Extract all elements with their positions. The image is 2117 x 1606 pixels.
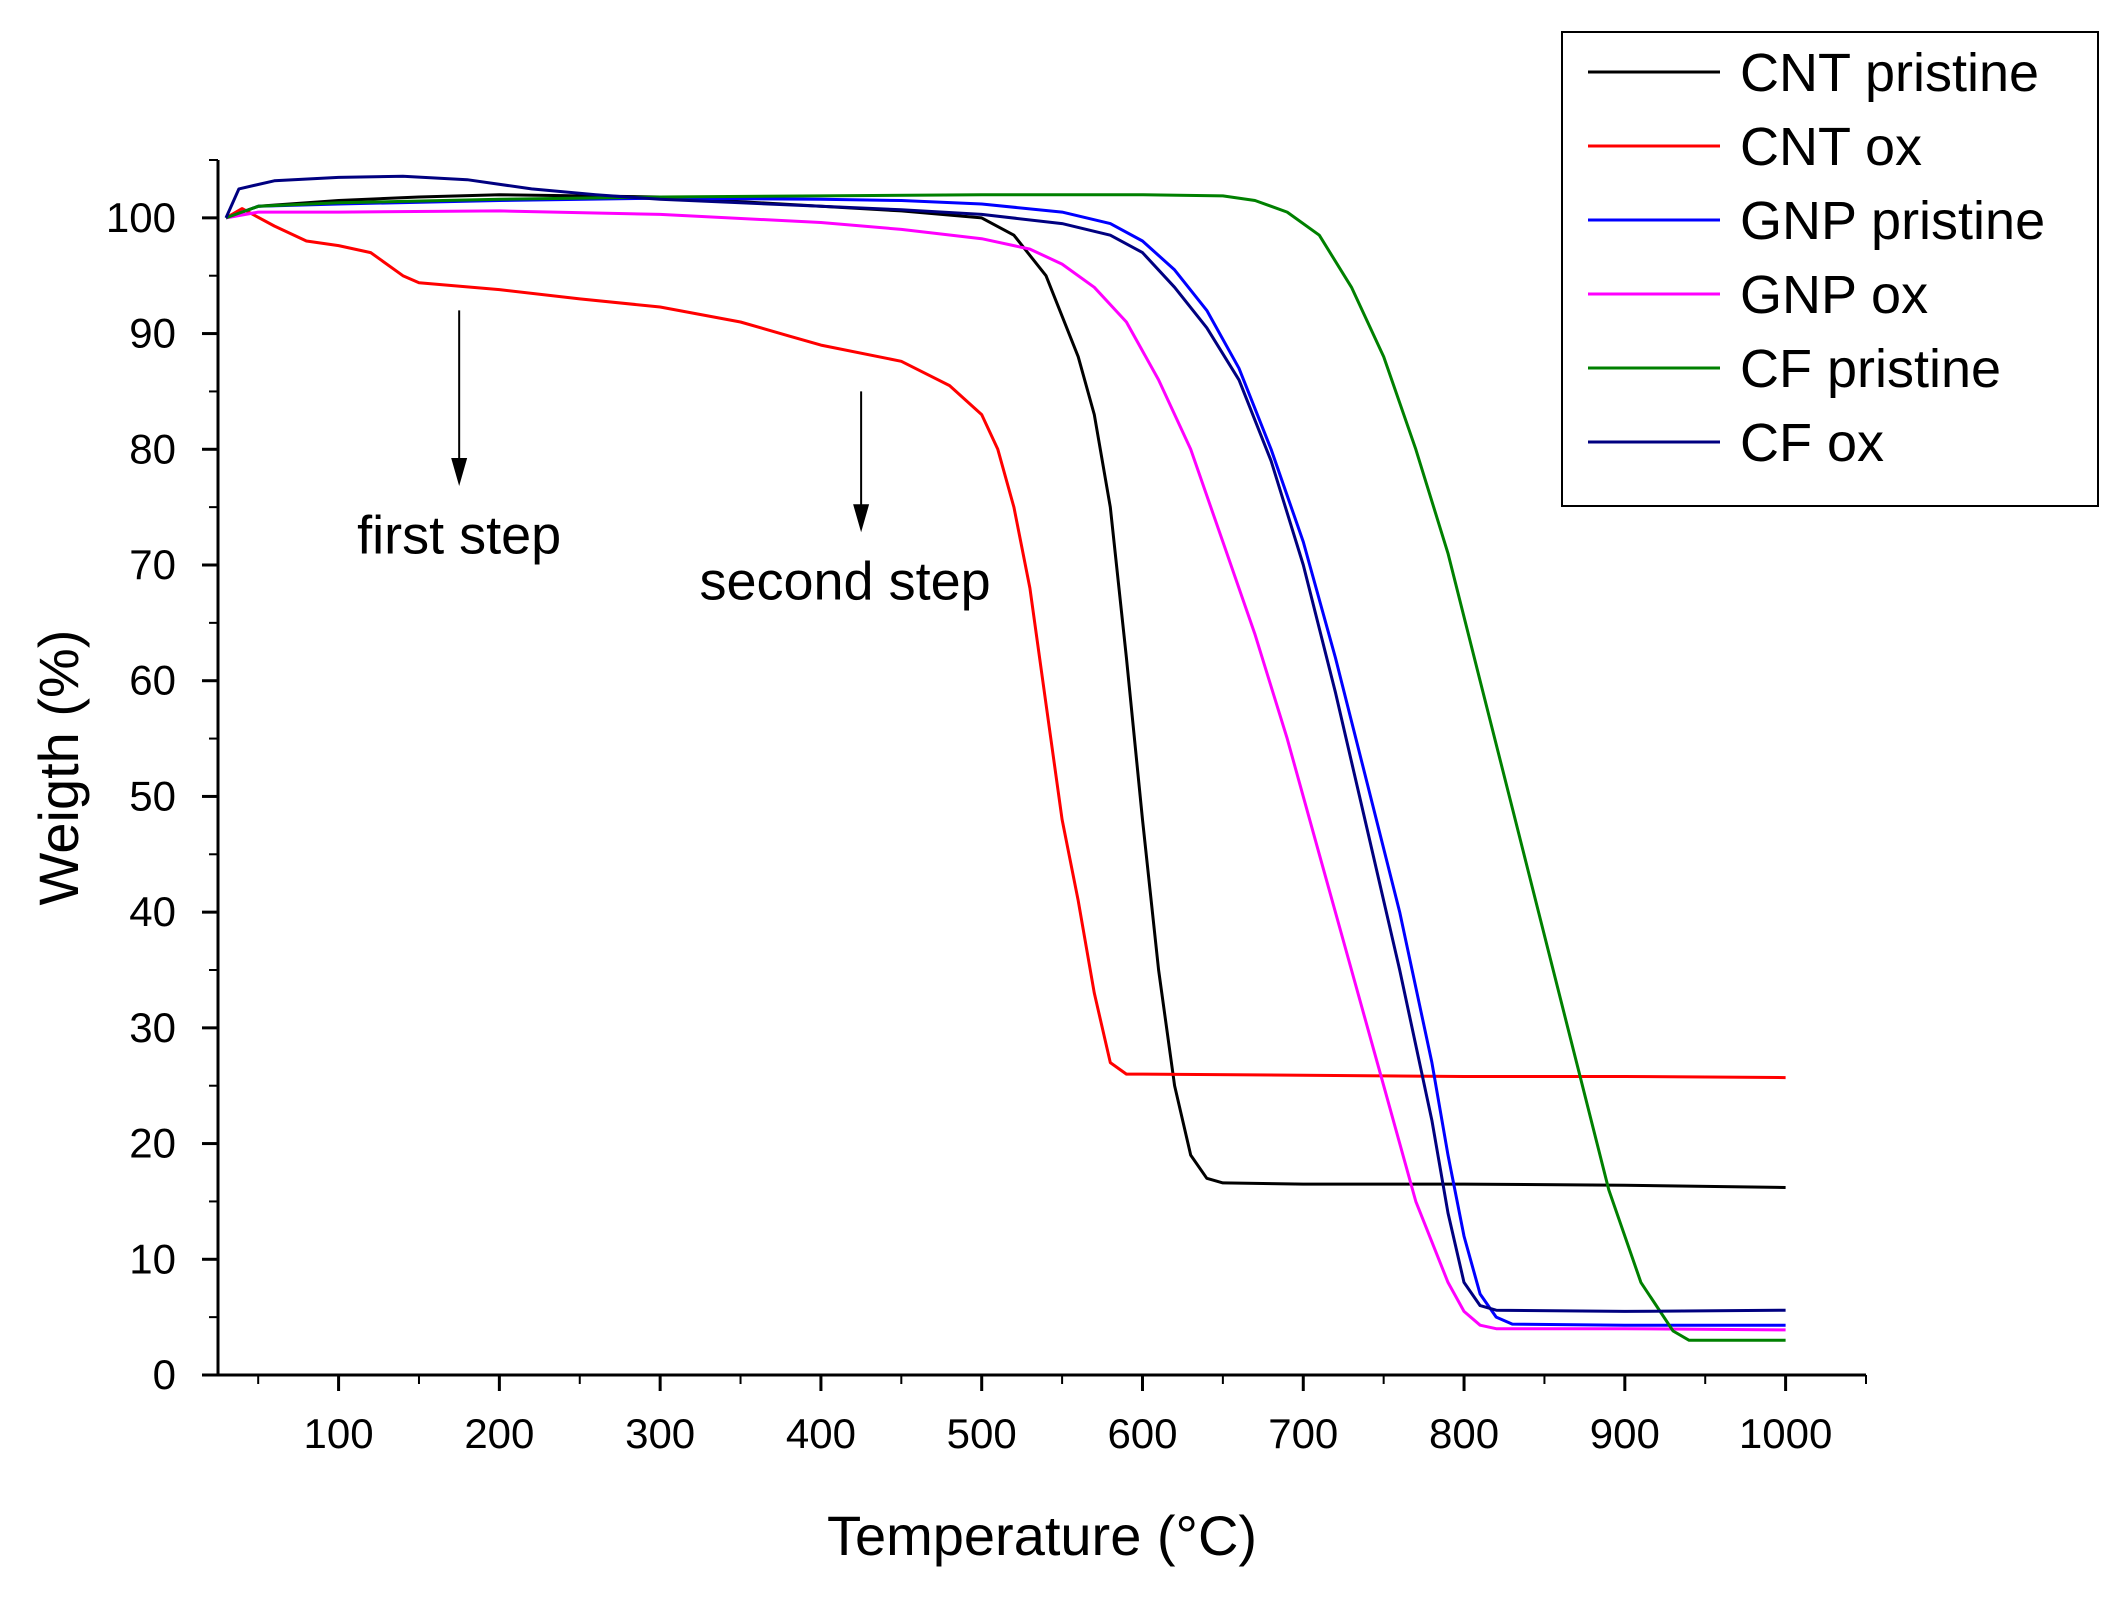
annotation-arrowhead-0 <box>451 458 468 486</box>
y-tick-label: 20 <box>129 1120 176 1167</box>
series-line-cnt-pristine <box>225 193 1786 1189</box>
x-tick-label: 900 <box>1590 1410 1660 1457</box>
series-line-gnp-ox <box>225 209 1786 1332</box>
y-tick-label: 90 <box>129 310 176 357</box>
legend-label: CNT ox <box>1740 117 1922 177</box>
y-axis-title: Weigth (%) <box>27 630 90 906</box>
legend-label: CF pristine <box>1740 339 2001 399</box>
legend-label: CNT pristine <box>1740 43 2039 103</box>
x-tick-label: 1000 <box>1739 1410 1832 1457</box>
x-tick-label: 600 <box>1107 1410 1177 1457</box>
axes-layer: 100 200 300 400 500 600 700 800 900 1000 0 10 20 30 40… <box>27 159 1867 1567</box>
x-tick-label: 200 <box>464 1410 534 1457</box>
x-tick-label: 800 <box>1429 1410 1499 1457</box>
y-tick-label: 40 <box>129 888 176 935</box>
legend: CNT pristine CNT ox GNP pristine GNP ox CF p… <box>1561 31 2099 507</box>
x-tick-label: 500 <box>947 1410 1017 1457</box>
y-tick-label: 50 <box>129 772 176 819</box>
annotation-label-0: first step <box>357 505 561 565</box>
legend-label: CF ox <box>1740 413 1884 473</box>
x-tick-label: 300 <box>625 1410 695 1457</box>
series-line-cnt-ox <box>225 207 1786 1080</box>
y-tick-label: 100 <box>106 194 176 241</box>
y-tick-label: 60 <box>129 657 176 704</box>
y-tick-label: 70 <box>129 541 176 588</box>
y-tick-label: 80 <box>129 425 176 472</box>
y-tick-label: 10 <box>129 1235 176 1282</box>
x-tick-label: 700 <box>1268 1410 1338 1457</box>
y-tick-label: 0 <box>153 1351 176 1398</box>
legend-label: GNP pristine <box>1740 191 2045 251</box>
x-axis-title: Temperature (°C) <box>827 1504 1257 1567</box>
series-line-cf-pristine <box>225 193 1786 1342</box>
series-line-cf-ox <box>224 174 1786 1313</box>
legend-box <box>1561 31 2099 507</box>
x-tick-label: 400 <box>786 1410 856 1457</box>
annotation-arrowhead-1 <box>853 504 870 533</box>
x-tick-label: 100 <box>304 1410 374 1457</box>
series-line-gnp-pristine <box>225 196 1786 1327</box>
legend-label: GNP ox <box>1740 265 1928 325</box>
y-tick-label: 30 <box>129 1004 176 1051</box>
annotations-layer: first step second step <box>357 310 991 612</box>
series-layer <box>224 174 1786 1342</box>
annotation-label-1: second step <box>699 552 990 612</box>
